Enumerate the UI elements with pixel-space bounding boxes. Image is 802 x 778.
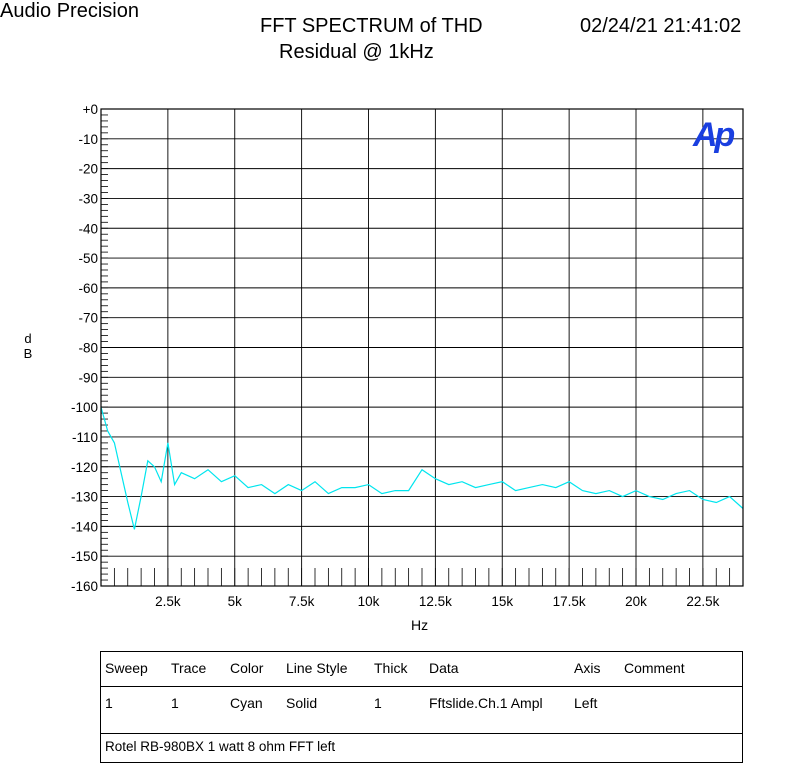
x-tick-labels: 2.5k 5k 7.5k 10k 12.5k 15k 17.5k 20k 22.5k — [155, 594, 720, 609]
legend-note-row: Rotel RB-980BX 1 watt 8 ohm FFT left — [101, 733, 742, 763]
y-tick-label: +0 — [83, 102, 98, 117]
x-axis-label: Hz — [411, 617, 429, 633]
y-tick-label: -130 — [71, 490, 98, 505]
legend-table: Sweep Trace Color Line Style Thick Data … — [100, 651, 743, 763]
y-tick-label: -120 — [71, 460, 98, 475]
legend-cell: Fftslide.Ch.1 Ampl — [429, 695, 543, 711]
fft-chart: +0 -10 -20 -30 -40 -50 -60 -70 -80 -90 -100 -110 -12… — [71, 102, 744, 609]
legend-header-row: Sweep Trace Color Line Style Thick Data … — [101, 652, 742, 687]
legend-header: Data — [429, 660, 459, 676]
legend-header: Color — [230, 660, 264, 676]
legend-header: Sweep — [105, 660, 148, 676]
legend-cell: Solid — [286, 695, 318, 711]
y-tick-label: -150 — [71, 549, 98, 564]
legend-data-row: 1 1 Cyan Solid 1 Fftslide.Ch.1 Ampl Left — [101, 686, 742, 734]
y-tick-label: -140 — [71, 519, 98, 534]
ap-logo: Ap — [692, 116, 735, 154]
y-tick-label: -80 — [78, 341, 98, 356]
x-tick-label: 2.5k — [155, 594, 181, 609]
y-tick-label: -60 — [78, 281, 98, 296]
timestamp: 02/24/21 21:41:02 — [580, 15, 742, 37]
x-tick-label: 7.5k — [289, 594, 315, 609]
legend-header: Thick — [374, 660, 408, 676]
legend-header: Trace — [171, 660, 207, 676]
legend-cell: Left — [574, 695, 598, 711]
x-tick-label: 5k — [228, 594, 243, 609]
x-tick-label: 20k — [625, 594, 647, 609]
grid — [101, 108, 743, 587]
y-tick-label: -100 — [71, 400, 98, 415]
x-tick-label: 22.5k — [686, 594, 719, 609]
brand-name: Audio Precision — [0, 0, 139, 22]
legend-header: Line Style — [286, 660, 348, 676]
legend-header: Comment — [624, 660, 685, 676]
x-tick-label: 12.5k — [419, 594, 452, 609]
y-tick-label: -10 — [78, 132, 98, 147]
legend-cell: 1 — [374, 695, 382, 711]
legend-cell: 1 — [105, 695, 113, 711]
y-tick-label: -70 — [78, 311, 98, 326]
y-tick-label: -50 — [78, 251, 98, 266]
y-tick-label: -20 — [78, 162, 98, 177]
minor-ticks — [100, 108, 744, 587]
spectrum-trace — [100, 406, 744, 530]
y-tick-labels: +0 -10 -20 -30 -40 -50 -60 -70 -80 -90 -100 -110 -12… — [71, 102, 98, 594]
y-tick-label: -40 — [78, 221, 98, 236]
legend-header: Axis — [574, 660, 601, 676]
x-tick-label: 15k — [491, 594, 513, 609]
y-tick-label: -30 — [78, 191, 98, 206]
chart-title-line1: FFT SPECTRUM of THD — [260, 15, 483, 37]
plot-frame — [100, 108, 744, 587]
y-tick-label: -90 — [78, 370, 98, 385]
x-tick-label: 17.5k — [553, 594, 586, 609]
legend-cell: 1 — [171, 695, 179, 711]
legend-note: Rotel RB-980BX 1 watt 8 ohm FFT left — [105, 739, 336, 754]
x-tick-label: 10k — [358, 594, 380, 609]
y-tick-label: -160 — [71, 579, 98, 594]
legend-cell: Cyan — [230, 695, 263, 711]
y-tick-label: -110 — [72, 430, 98, 445]
chart-title-line2: Residual @ 1kHz — [279, 41, 434, 63]
